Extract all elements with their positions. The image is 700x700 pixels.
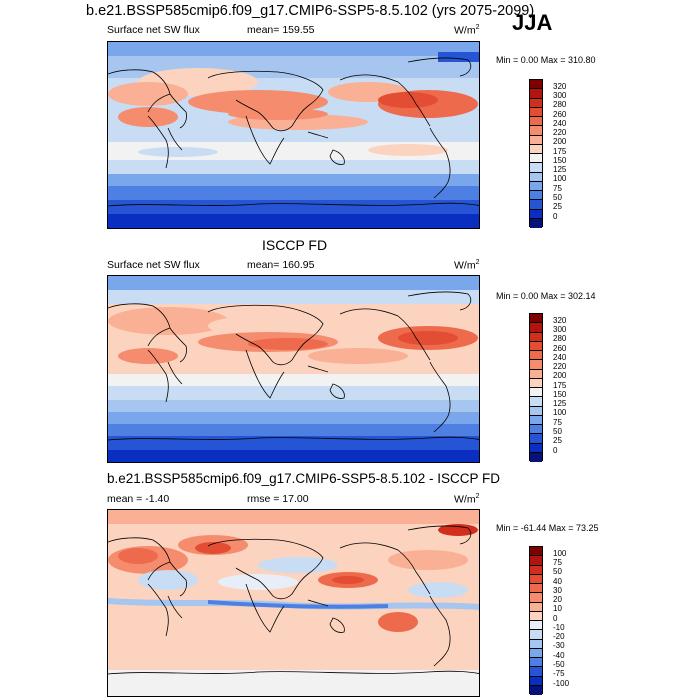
colorbar-tick-label: -75 (553, 669, 565, 678)
panel2-field-label: Surface net SW flux (107, 259, 200, 271)
colorbar-tick-label: 0 (553, 446, 558, 455)
colorbar-tick-label: 25 (553, 436, 562, 445)
colorbar-tick-label: 300 (553, 325, 567, 334)
season-label: JJA (512, 10, 553, 35)
colorbar-tick-label: 125 (553, 165, 567, 174)
colorbar-tick-label: 220 (553, 362, 567, 371)
colorbar-tick-label: 100 (553, 174, 567, 183)
colorbar-tick-label: 150 (553, 390, 567, 399)
panel1-minmax: Min = 0.00 Max = 310.80 (496, 55, 596, 65)
panel3-units: W/m2 (454, 493, 480, 506)
panel3-map-plot (108, 510, 479, 696)
colorbar-tick-label: 320 (553, 316, 567, 325)
colorbar-tick-label: 10 (553, 604, 562, 613)
colorbar-tick-label: 125 (553, 399, 567, 408)
colorbar-tick-label: 0 (553, 614, 558, 623)
panel2-colorbar (529, 313, 543, 462)
panel1-mean-label: mean= 159.55 (247, 24, 315, 36)
colorbar-tick-label: 150 (553, 156, 567, 165)
colorbar-tick-label: 75 (553, 418, 562, 427)
panel2-minmax: Min = 0.00 Max = 302.14 (496, 291, 596, 301)
panel2-map-plot (108, 276, 479, 462)
colorbar-tick-label: -20 (553, 632, 565, 641)
colorbar-tick-label: 50 (553, 193, 562, 202)
panel2-mean-label: mean= 160.95 (247, 259, 315, 271)
colorbar-tick-label: 50 (553, 567, 562, 576)
colorbar-tick-label: 100 (553, 408, 567, 417)
colorbar-tick-label: 200 (553, 137, 567, 146)
colorbar-tick-label: -30 (553, 641, 565, 650)
colorbar-tick-label: 300 (553, 91, 567, 100)
colorbar-tick-label: 260 (553, 344, 567, 353)
panel1-colorbar (529, 79, 543, 228)
panel3-map (107, 509, 480, 697)
panel3-subtitle: b.e21.BSSP585cmip6.f09_g17.CMIP6-SSP5-8.… (107, 471, 500, 486)
main-title: b.e21.BSSP585cmip6.f09_g17.CMIP6-SSP5-8.… (86, 3, 535, 19)
colorbar-tick-label: -100 (553, 679, 570, 688)
colorbar-tick-label: 25 (553, 202, 562, 211)
panel3-rmse-label: rmse = 17.00 (247, 493, 309, 505)
colorbar-tick-label: 75 (553, 184, 562, 193)
colorbar-tick-label: -50 (553, 660, 565, 669)
panel1-field-label: Surface net SW flux (107, 24, 200, 36)
colorbar-tick-label: 40 (553, 577, 562, 586)
colorbar-tick-label: 260 (553, 110, 567, 119)
colorbar-tick-label: -40 (553, 651, 565, 660)
panel3-minmax: Min = -61.44 Max = 73.25 (496, 523, 599, 533)
colorbar-tick-label: 320 (553, 82, 567, 91)
colorbar-tick-label: 280 (553, 100, 567, 109)
panel1-units: W/m2 (454, 24, 480, 37)
colorbar-tick-label: 200 (553, 371, 567, 380)
colorbar-tick-label: 175 (553, 381, 567, 390)
colorbar-tick-label: 175 (553, 147, 567, 156)
colorbar-tick-label: 240 (553, 353, 567, 362)
colorbar-tick-label: 100 (553, 549, 567, 558)
colorbar-tick-label: 30 (553, 586, 562, 595)
panel2-subtitle: ISCCP FD (262, 237, 328, 253)
colorbar-tick-label: 280 (553, 334, 567, 343)
colorbar-tick-label: 75 (553, 558, 562, 567)
panel2-units: W/m2 (454, 259, 480, 272)
colorbar-tick-label: 240 (553, 119, 567, 128)
colorbar-tick-label: 220 (553, 128, 567, 137)
panel2-map (107, 275, 480, 463)
colorbar-tick-label: -10 (553, 623, 565, 632)
panel1-map (107, 41, 480, 229)
colorbar-tick-label: 50 (553, 427, 562, 436)
colorbar-tick-label: 20 (553, 595, 562, 604)
colorbar-tick-label: 0 (553, 212, 558, 221)
panel1-map-plot (108, 42, 479, 228)
panel3-colorbar (529, 546, 543, 695)
panel3-mean-label: mean = -1.40 (107, 493, 170, 505)
